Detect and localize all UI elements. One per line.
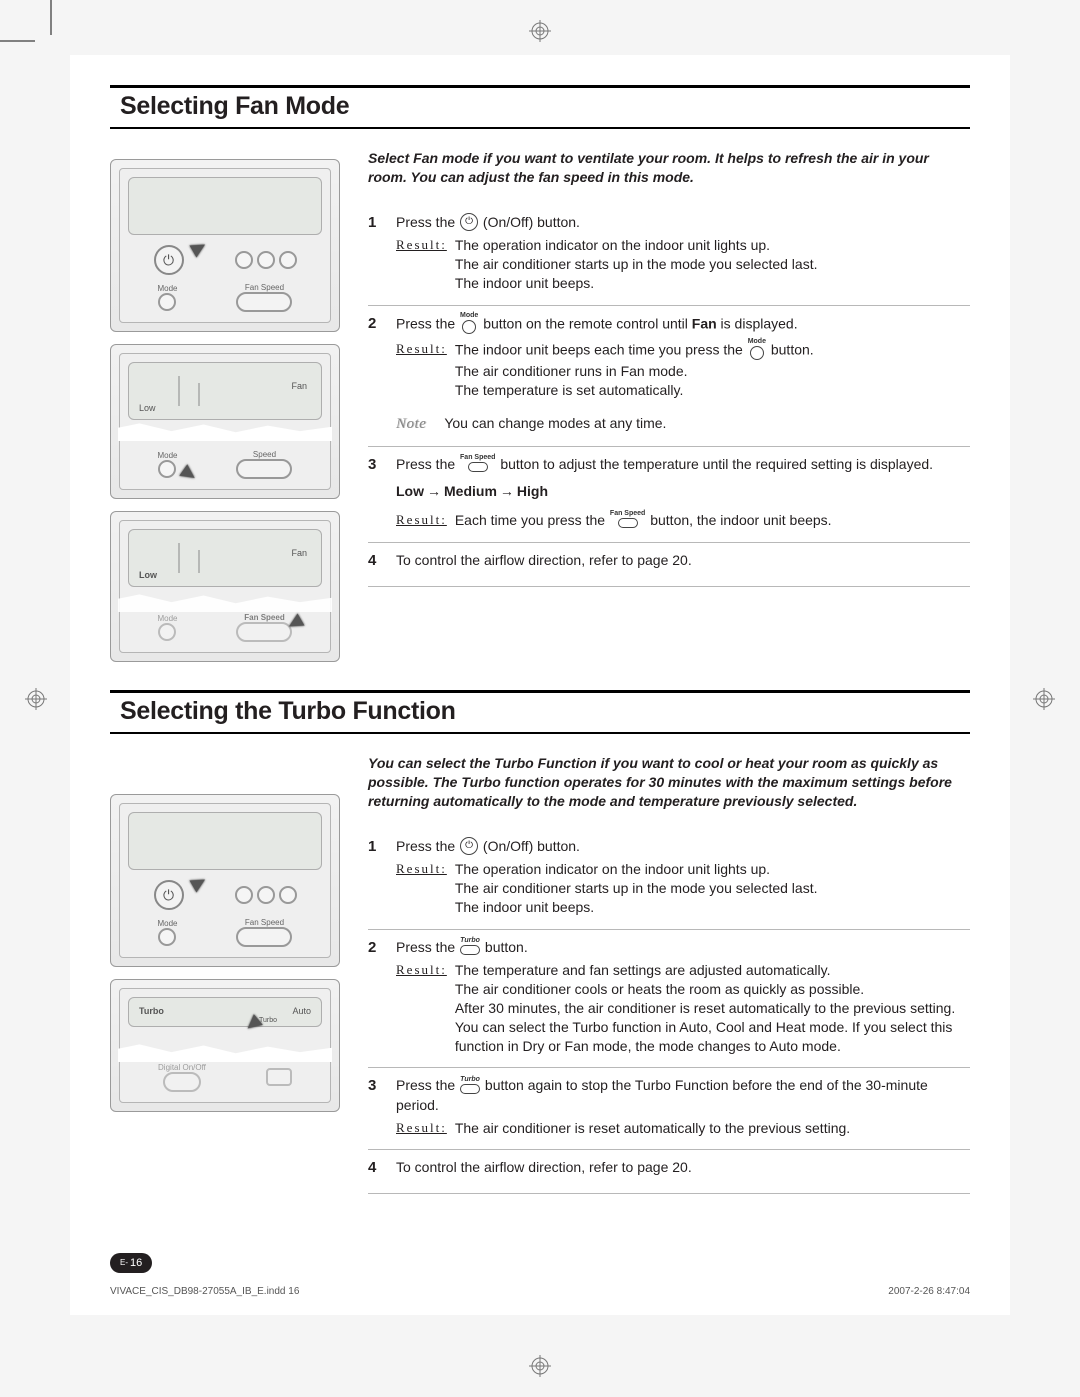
turbo-button-icon: Turbo: [460, 1076, 480, 1094]
remote-illustration: ⏻ Mode Fan Speed: [110, 794, 340, 967]
result-label: Result:: [396, 236, 447, 293]
section-title: Selecting Fan Mode: [120, 92, 970, 121]
remote-illustration: Turbo Auto Turbo Digital On/Off: [110, 979, 340, 1112]
step: 1 Press the ⏻ (On/Off) button. Result: T…: [368, 205, 970, 306]
step: 1 Press the ⏻ (On/Off) button. Result: T…: [368, 829, 970, 930]
remote-illustration: ⏻ Mode Fan Speed: [110, 159, 340, 332]
turbo-button-icon: Turbo: [460, 937, 480, 955]
power-icon: ⏻: [460, 213, 478, 231]
remote-illustration: Low Fan Mode Fan Speed: [110, 511, 340, 662]
fan-text: Select Fan mode if you want to ventilate…: [368, 149, 970, 587]
step: 4 To control the airflow direction, refe…: [368, 543, 970, 587]
power-icon: ⏻: [460, 837, 478, 855]
power-button-icon: ⏻: [154, 880, 184, 910]
registration-mark-icon: [529, 20, 551, 42]
crop-mark: [0, 40, 35, 42]
mode-button-icon: Mode: [460, 312, 478, 334]
registration-mark-icon: [529, 1355, 551, 1377]
fan-speed-sequence: Low→Medium→High: [396, 482, 970, 501]
power-button-icon: ⏻: [154, 245, 184, 275]
note-label: Note: [396, 414, 426, 434]
crop-mark: [50, 0, 52, 35]
section-title: Selecting the Turbo Function: [120, 697, 970, 726]
turbo-text: You can select the Turbo Function if you…: [368, 754, 970, 1194]
page-number-badge: E-16: [110, 1253, 152, 1273]
step: 2 Press the Turbo button. Result: The te…: [368, 930, 970, 1069]
fan-remote-illustrations: ⏻ Mode Fan Speed Low: [110, 149, 340, 662]
fan-intro: Select Fan mode if you want to ventilate…: [368, 149, 970, 187]
step: 3 Press the Turbo button again to stop t…: [368, 1068, 970, 1150]
fanspeed-label: Fan Speed: [245, 283, 284, 292]
footer-file: VIVACE_CIS_DB98-27055A_IB_E.indd 16: [110, 1286, 299, 1297]
turbo-intro: You can select the Turbo Function if you…: [368, 754, 970, 811]
remote-illustration: Low Fan Mode Speed: [110, 344, 340, 499]
step: 4 To control the airflow direction, refe…: [368, 1150, 970, 1194]
result-text: The operation indicator on the indoor un…: [455, 236, 970, 293]
turbo-remote-illustrations: ⏻ Mode Fan Speed Turbo: [110, 754, 340, 1112]
footer: VIVACE_CIS_DB98-27055A_IB_E.indd 16 2007…: [110, 1286, 970, 1297]
step: 2 Press the Mode button on the remote co…: [368, 306, 970, 447]
registration-mark-icon: [1033, 688, 1055, 710]
mode-label: Mode: [157, 284, 177, 293]
fanspeed-button-icon: Fan Speed: [460, 454, 495, 472]
page: Selecting Fan Mode ⏻ Mode Fan Speed: [70, 55, 1010, 1315]
footer-date: 2007-2-26 8:47:04: [888, 1286, 970, 1297]
note-text: You can change modes at any time.: [444, 414, 666, 433]
fan-section-body: ⏻ Mode Fan Speed Low: [110, 149, 970, 662]
mode-button-icon: Mode: [748, 338, 766, 360]
section-heading-bar: Selecting Fan Mode: [110, 85, 970, 129]
turbo-section-body: ⏻ Mode Fan Speed Turbo: [110, 754, 970, 1194]
registration-mark-icon: [25, 688, 47, 710]
step: 3 Press the Fan Speed button to adjust t…: [368, 447, 970, 543]
section-heading-bar: Selecting the Turbo Function: [110, 690, 970, 734]
fanspeed-button-icon: Fan Speed: [610, 510, 645, 528]
